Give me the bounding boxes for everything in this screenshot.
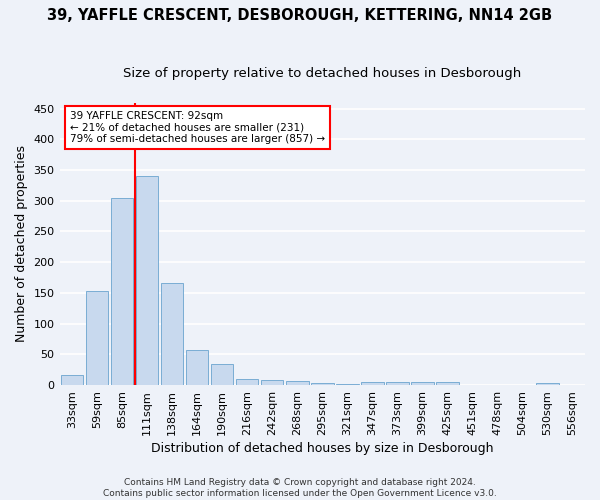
Bar: [136, 176, 158, 385]
Bar: [261, 380, 283, 385]
Bar: [186, 350, 208, 385]
Bar: [411, 382, 434, 385]
Text: 39, YAFFLE CRESCENT, DESBOROUGH, KETTERING, NN14 2GB: 39, YAFFLE CRESCENT, DESBOROUGH, KETTERI…: [47, 8, 553, 22]
Text: 39 YAFFLE CRESCENT: 92sqm
← 21% of detached houses are smaller (231)
79% of semi: 39 YAFFLE CRESCENT: 92sqm ← 21% of detac…: [70, 111, 325, 144]
Bar: [311, 383, 334, 385]
Bar: [436, 382, 458, 385]
Bar: [286, 382, 308, 385]
Text: Contains HM Land Registry data © Crown copyright and database right 2024.
Contai: Contains HM Land Registry data © Crown c…: [103, 478, 497, 498]
Bar: [61, 375, 83, 385]
Bar: [336, 384, 359, 385]
Bar: [386, 382, 409, 385]
Title: Size of property relative to detached houses in Desborough: Size of property relative to detached ho…: [123, 68, 521, 80]
Bar: [161, 283, 184, 385]
Bar: [111, 198, 133, 385]
Bar: [236, 379, 259, 385]
Bar: [361, 382, 383, 385]
Y-axis label: Number of detached properties: Number of detached properties: [15, 146, 28, 342]
Bar: [536, 382, 559, 385]
Bar: [86, 291, 109, 385]
X-axis label: Distribution of detached houses by size in Desborough: Distribution of detached houses by size …: [151, 442, 494, 455]
Bar: [211, 364, 233, 385]
